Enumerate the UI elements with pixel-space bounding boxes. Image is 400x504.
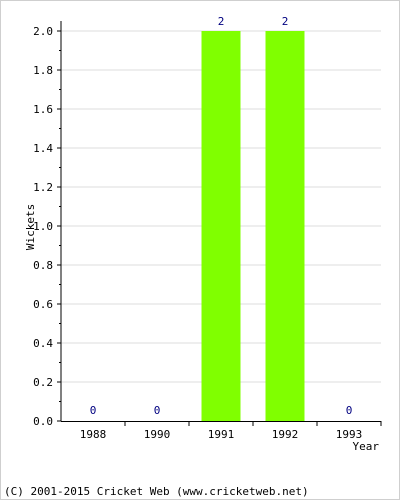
x-tick-label: 1993 bbox=[336, 428, 363, 441]
data-labels: 0 0 2 2 0 bbox=[90, 15, 353, 417]
y-tick-label: 1.4 bbox=[33, 142, 53, 155]
x-tick-label: 1990 bbox=[144, 428, 171, 441]
y-tick-label: 0.6 bbox=[33, 298, 53, 311]
footer-copyright: (C) 2001-2015 Cricket Web (www.cricketwe… bbox=[4, 485, 309, 498]
data-label: 2 bbox=[282, 15, 289, 28]
bar bbox=[265, 31, 305, 421]
data-label: 0 bbox=[346, 404, 353, 417]
x-axis-label: Year bbox=[353, 440, 380, 453]
y-tick-label: 1.8 bbox=[33, 64, 53, 77]
y-tick-label: 2.0 bbox=[33, 25, 53, 38]
y-tick-label: 0.4 bbox=[33, 337, 53, 350]
y-tick-label: 0.0 bbox=[33, 415, 53, 428]
x-tick-label: 1992 bbox=[272, 428, 299, 441]
y-axis-label: Wickets bbox=[24, 204, 37, 250]
y-tick-label: 1.6 bbox=[33, 103, 53, 116]
y-tick-label: 0.2 bbox=[33, 376, 53, 389]
y-tick-label: 1.2 bbox=[33, 181, 53, 194]
y-tick-label: 1.0 bbox=[33, 220, 53, 233]
data-label: 2 bbox=[218, 15, 225, 28]
data-label: 0 bbox=[154, 404, 161, 417]
bar bbox=[201, 31, 241, 421]
x-tick-label: 1991 bbox=[208, 428, 235, 441]
y-tick-label: 0.8 bbox=[33, 259, 53, 272]
bars bbox=[201, 31, 305, 421]
x-tick-label: 1988 bbox=[80, 428, 107, 441]
data-label: 0 bbox=[90, 404, 97, 417]
axes: 0.0 0.2 0.4 0.6 0.8 1.0 1.2 1.4 1.6 1.8 2.0 1988 199… bbox=[33, 21, 382, 441]
